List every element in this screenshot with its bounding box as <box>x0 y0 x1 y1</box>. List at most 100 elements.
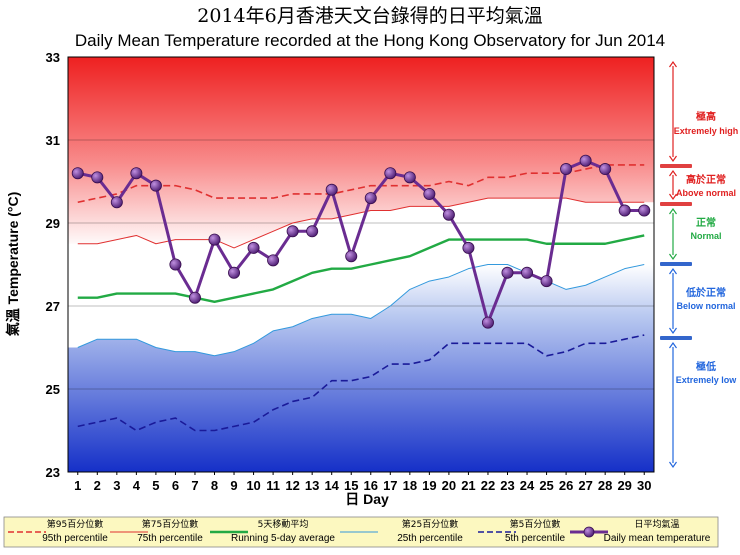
arrow-down-icon <box>669 193 677 201</box>
plot-frame <box>67 56 655 473</box>
daily-point <box>599 163 612 176</box>
x-tick-label: 22 <box>481 478 495 493</box>
arrow-down-icon <box>669 461 677 469</box>
category-label-zh: 低於正常 <box>685 286 726 299</box>
x-tick-label: 4 <box>133 478 141 493</box>
daily-point <box>540 275 553 288</box>
legend-marker <box>583 526 595 538</box>
legend-label-zh: 第95百分位數 <box>47 518 103 530</box>
daily-point <box>149 179 162 192</box>
category-divider <box>660 164 692 168</box>
x-tick-label: 11 <box>266 478 280 493</box>
daily-point <box>267 254 280 267</box>
category-label-en: Below normal <box>676 301 735 311</box>
legend-label: 25th percentile <box>397 533 463 544</box>
daily-point <box>91 171 104 184</box>
x-axis-title: 日 Day <box>345 491 389 507</box>
daily-point <box>228 266 241 279</box>
daily-point <box>579 154 592 167</box>
x-tick-label: 16 <box>364 478 378 493</box>
daily-point <box>521 266 534 279</box>
daily-point <box>384 167 397 180</box>
daily-point <box>71 167 84 180</box>
x-tick-label: 2 <box>94 478 101 493</box>
daily-point <box>208 233 221 246</box>
legend-label: 75th percentile <box>137 533 203 544</box>
x-tick-label: 10 <box>246 478 260 493</box>
x-tick-label: 8 <box>211 478 218 493</box>
daily-point <box>462 241 475 254</box>
x-tick-label: 1 <box>74 478 81 493</box>
daily-point <box>481 316 494 329</box>
y-tick-label: 27 <box>46 299 60 314</box>
series-line-p5 <box>77 334 645 432</box>
x-tick-label: 26 <box>559 478 573 493</box>
arrow-up-icon <box>669 169 677 177</box>
x-tick-label: 6 <box>172 478 179 493</box>
arrow-up-icon <box>669 341 677 349</box>
y-axis-title: 氣溫 Temperature (°C) <box>5 192 21 337</box>
daily-point <box>188 291 201 304</box>
legend-label-zh: 第25百分位數 <box>402 518 458 530</box>
legend-label: 95th percentile <box>42 533 108 544</box>
daily-point <box>110 196 123 209</box>
chart-title-zh: 2014年6月香港天文台錄得的日平均氣溫 <box>197 5 542 27</box>
arrow-down-icon <box>669 327 677 335</box>
daily-point <box>364 192 377 205</box>
legend-label-zh: 日平均氣溫 <box>634 518 679 530</box>
x-tick-label: 27 <box>578 478 592 493</box>
series-line-p75 <box>77 197 645 249</box>
category-label-zh: 高於正常 <box>686 173 726 186</box>
x-tick-label: 28 <box>598 478 612 493</box>
category-label-zh: 正常 <box>696 216 716 229</box>
daily-point <box>306 225 319 238</box>
y-tick-label: 25 <box>46 382 60 397</box>
arrow-down-icon <box>669 253 677 261</box>
x-tick-label: 17 <box>383 478 397 493</box>
category-label-zh: 極低 <box>696 360 716 373</box>
x-tick-label: 5 <box>152 478 159 493</box>
legend-label: 5th percentile <box>505 533 565 544</box>
daily-point <box>638 204 651 217</box>
category-panel: 極高 Extremely high 高於正常 Above normal 正常 Normal… <box>660 60 739 469</box>
category-divider <box>660 336 692 340</box>
x-tick-label: 14 <box>324 478 339 493</box>
below-normal-band <box>68 264 654 472</box>
daily-point <box>345 250 358 263</box>
x-tick-label: 19 <box>422 478 436 493</box>
above-normal-band <box>68 57 654 248</box>
arrow-up-icon <box>669 207 677 215</box>
x-tick-label: 13 <box>305 478 319 493</box>
y-tick-label: 31 <box>46 133 60 148</box>
series-line-p95 <box>77 164 645 204</box>
category-label-en: Normal <box>690 231 721 241</box>
x-tick-label: 23 <box>500 478 514 493</box>
daily-point <box>325 183 338 196</box>
y-tick-label: 29 <box>46 216 60 231</box>
x-tick-label: 25 <box>539 478 553 493</box>
x-tick-label: 7 <box>191 478 198 493</box>
daily-point <box>423 187 436 200</box>
category-divider <box>660 262 692 266</box>
x-tick-label: 30 <box>637 478 651 493</box>
x-tick-label: 3 <box>113 478 120 493</box>
chart-title: Daily Mean Temperature recorded at the H… <box>75 31 665 50</box>
daily-point <box>442 208 455 221</box>
category-label-en: Extremely high <box>674 126 739 136</box>
legend: 第95百分位數 95th percentile 第75百分位數 75th percen… <box>3 516 719 548</box>
arrow-up-icon <box>669 60 677 68</box>
x-tick-label: 15 <box>344 478 358 493</box>
y-tick-label: 33 <box>46 50 60 65</box>
daily-point <box>560 163 573 176</box>
daily-point <box>403 171 416 184</box>
legend-label: Running 5-day average <box>231 533 335 544</box>
x-tick-label: 20 <box>442 478 456 493</box>
x-tick-label: 18 <box>403 478 417 493</box>
category-label-zh: 極高 <box>696 110 716 123</box>
daily-point <box>247 241 260 254</box>
legend-label-zh: 第75百分位數 <box>142 518 198 530</box>
y-tick-label: 23 <box>46 465 60 480</box>
daily-point <box>618 204 631 217</box>
series-layer <box>71 154 651 432</box>
